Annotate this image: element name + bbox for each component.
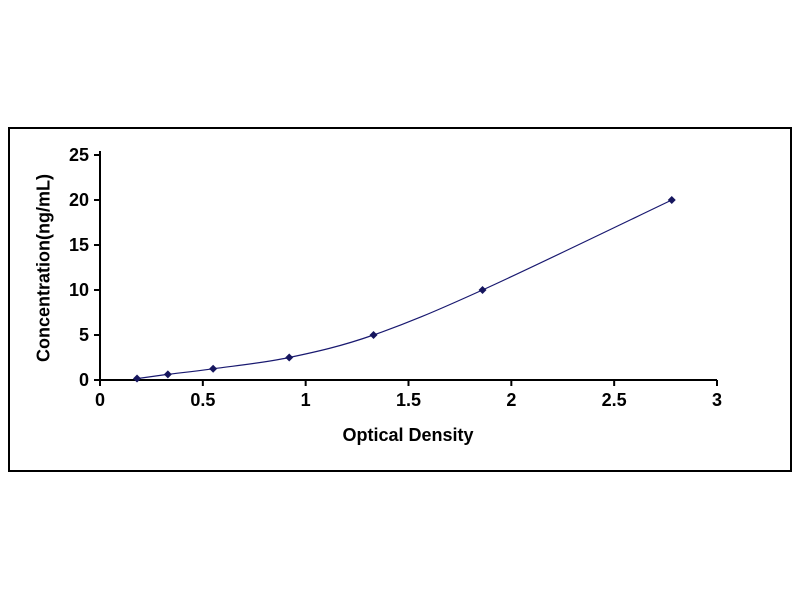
x-tick-label: 1 (301, 390, 311, 410)
x-tick-label: 2 (506, 390, 516, 410)
y-tick-label: 10 (69, 280, 89, 300)
data-point-marker (369, 331, 378, 339)
y-tick-label: 15 (69, 235, 89, 255)
standard-curve-svg: 0 0.5 1 1.5 2 2.5 3 0 5 10 15 20 25 (69, 145, 722, 410)
x-tick-label: 0 (95, 390, 105, 410)
chart-panel: 0 0.5 1 1.5 2 2.5 3 0 5 10 15 20 25 Concentration(ng… (8, 127, 792, 472)
y-tick-label: 0 (79, 370, 89, 390)
data-point-marker (667, 196, 676, 204)
data-point-marker (133, 374, 142, 383)
x-tick-label: 2.5 (602, 390, 627, 410)
y-tick-label: 25 (69, 145, 89, 165)
y-tick-label: 5 (79, 325, 89, 345)
x-tick-label: 1.5 (396, 390, 421, 410)
data-point-marker (163, 370, 172, 379)
x-tick-label: 3 (712, 390, 722, 410)
data-point-marker (285, 353, 294, 362)
x-tick-label: 0.5 (190, 390, 215, 410)
data-point-marker (478, 286, 487, 294)
y-axis-title: Concentration(ng/mL) (33, 174, 54, 362)
curve-path (136, 199, 673, 380)
y-tick-label: 20 (69, 190, 89, 210)
x-axis-title: Optical Density (342, 425, 474, 445)
data-point-marker (209, 364, 218, 373)
